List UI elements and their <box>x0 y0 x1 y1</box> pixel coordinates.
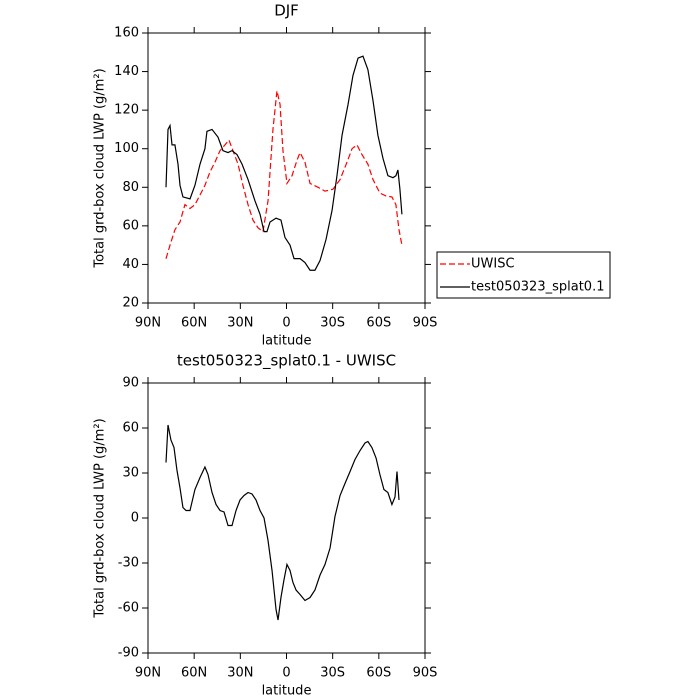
chart-title: test050323_splat0.1 - UWISC <box>177 352 396 371</box>
legend-label: test050323_splat0.1 <box>471 280 604 295</box>
legend-box <box>436 251 611 299</box>
y-tick-label: 120 <box>114 103 139 118</box>
x-tick-label: 30S <box>320 316 345 331</box>
y-tick-label: -90 <box>118 646 139 661</box>
plot-frame <box>147 382 426 654</box>
x-tick-label: 60S <box>366 666 391 681</box>
y-tick-label: 60 <box>122 218 139 233</box>
data-line <box>165 55 403 271</box>
y-tick-label: 30 <box>122 466 139 481</box>
y-tick-label: 60 <box>122 421 139 436</box>
y-tick-label: 90 <box>122 376 139 391</box>
x-tick-label: 90S <box>413 666 438 681</box>
x-tick-label: 60N <box>181 316 207 331</box>
y-axis-label: Total grd-box cloud LWP (g/m²) <box>93 68 108 268</box>
y-tick-label: -60 <box>118 601 139 616</box>
y-tick-label: 0 <box>131 511 139 526</box>
x-tick-label: 60N <box>181 666 207 681</box>
x-tick-label: 90N <box>135 666 161 681</box>
y-tick-label: 100 <box>114 141 139 156</box>
data-line <box>165 424 400 621</box>
x-tick-label: 30N <box>227 666 253 681</box>
legend-label: UWISC <box>471 257 515 272</box>
x-axis-label: latitude <box>262 684 312 699</box>
data-line <box>165 90 403 259</box>
chart-title: DJF <box>274 2 299 20</box>
y-tick-label: 20 <box>122 296 139 311</box>
x-tick-label: 0 <box>282 316 290 331</box>
y-tick-label: 40 <box>122 257 139 272</box>
x-tick-label: 30N <box>227 316 253 331</box>
x-axis-label: latitude <box>262 334 312 349</box>
x-tick-label: 90N <box>135 316 161 331</box>
plot-frame <box>147 32 426 304</box>
y-tick-label: 160 <box>114 26 139 41</box>
y-tick-label: 140 <box>114 64 139 79</box>
x-tick-label: 30S <box>320 666 345 681</box>
y-axis-label: Total grd-box cloud LWP (g/m²) <box>93 418 108 618</box>
y-tick-label: -30 <box>118 556 139 571</box>
x-tick-label: 90S <box>413 316 438 331</box>
y-tick-label: 80 <box>122 180 139 195</box>
x-tick-label: 60S <box>366 316 391 331</box>
x-tick-label: 0 <box>282 666 290 681</box>
